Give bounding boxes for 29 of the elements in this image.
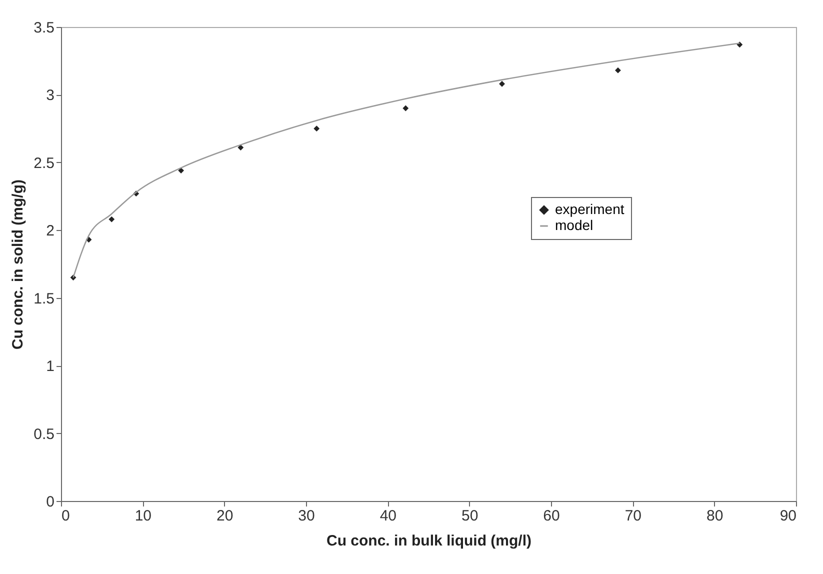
x-tick-label: 30 bbox=[298, 508, 315, 524]
point bbox=[402, 105, 409, 112]
point bbox=[499, 80, 505, 87]
y-tick-label: 3 bbox=[46, 87, 54, 104]
y-tick-label: 0 bbox=[46, 494, 54, 510]
legend-label: experiment bbox=[555, 201, 624, 217]
x-tick-label: 10 bbox=[134, 508, 152, 524]
x-tick-label: 80 bbox=[706, 508, 724, 524]
x-axis-title: Cu conc. in bulk liquid (mg/l) bbox=[326, 532, 532, 550]
x-tick-label: 40 bbox=[380, 508, 397, 524]
y-tick-label: 3.5 bbox=[34, 20, 54, 36]
x-tick-label: 50 bbox=[461, 508, 478, 524]
y-axis-title: Cu conc. in solid (mg/g) bbox=[10, 180, 27, 350]
y-tick-label: 2.5 bbox=[34, 154, 54, 172]
y-tick-label: 1.5 bbox=[34, 290, 54, 308]
y-tick-label: 1 bbox=[46, 358, 54, 376]
point bbox=[615, 67, 621, 74]
x-tick-label: 60 bbox=[543, 508, 560, 524]
x-tick-label: 70 bbox=[624, 508, 642, 524]
y-tick-label: 2 bbox=[46, 222, 54, 240]
x-tick-label: 20 bbox=[216, 508, 234, 524]
point bbox=[108, 216, 115, 222]
point bbox=[314, 126, 320, 132]
legend-label: model bbox=[555, 217, 594, 233]
point bbox=[178, 168, 184, 174]
x-tick-label: 0 bbox=[62, 508, 70, 524]
point bbox=[238, 144, 244, 150]
y-tick-label: 0.5 bbox=[34, 426, 54, 443]
x-tick-label: 90 bbox=[780, 508, 796, 524]
